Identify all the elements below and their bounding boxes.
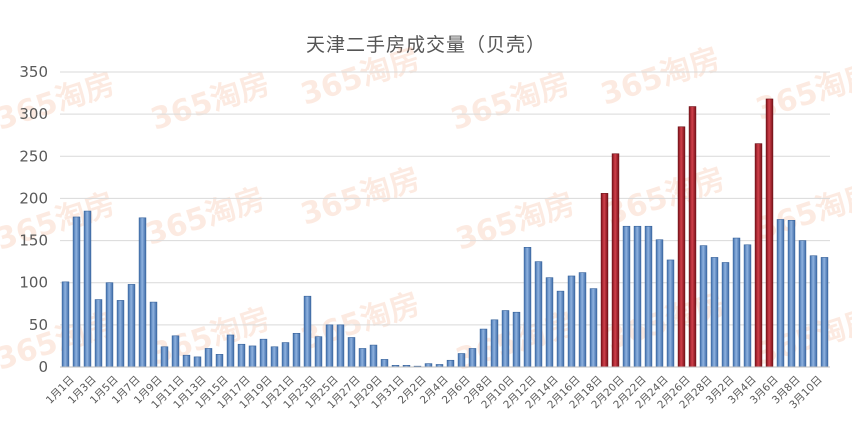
bar-highlight [611,153,620,368]
bar [171,335,180,368]
bar [149,301,158,368]
bar [710,257,719,368]
bar [699,245,708,368]
bar [534,261,543,368]
bar [622,225,631,368]
bar-highlight [677,126,686,368]
y-tick-label: 250 [19,147,48,165]
bar [666,259,675,368]
bar [479,328,488,368]
bar [61,281,70,368]
bar [567,275,576,368]
y-tick-label: 50 [29,316,48,334]
watermark-text: 365淘房 [0,186,119,257]
y-tick-label: 100 [19,274,48,292]
bar [259,338,268,368]
bar [589,288,598,368]
watermark-text: 365淘房 [602,286,729,357]
bar [446,359,455,368]
bar [787,220,796,368]
bar [490,319,499,368]
bar-highlight [754,143,763,368]
bar [732,237,741,368]
bar [809,255,818,368]
bar [820,257,829,368]
bar [721,262,730,368]
watermark-text: 365淘房 [452,186,579,257]
watermark-text: 365淘房 [602,161,729,232]
bar [556,290,565,368]
chart-title: 天津二手房成交量（贝壳） [305,34,546,56]
watermark-text: 365淘房 [597,41,724,112]
bar [182,354,191,368]
bar [468,348,477,368]
bar [116,300,125,368]
y-tick-label: 200 [19,189,48,207]
bar [512,311,521,368]
bar [655,239,664,368]
bar [237,343,246,368]
bar-highlight [688,106,697,368]
bar [83,210,92,368]
bar [523,247,532,368]
y-tick-label: 300 [19,105,48,123]
watermark-text: 365淘房 [0,66,119,137]
watermark-text: 365淘房 [142,181,269,252]
bar [270,346,279,368]
bar [292,332,301,368]
bar [798,240,807,368]
bar [644,225,653,368]
watermark-text: 365淘房 [297,161,424,232]
bar [424,363,433,368]
bar [380,359,389,368]
bar [72,216,81,368]
bar-highlight [600,193,609,368]
bar [743,244,752,368]
y-tick-label: 350 [19,63,48,81]
y-tick-label: 150 [19,232,48,250]
bar [501,310,510,368]
bar [248,345,257,368]
bar [127,284,136,368]
bar [776,219,785,368]
bar [226,334,235,368]
watermark-text: 365淘房 [297,41,424,112]
bar [94,299,103,368]
bar [325,324,334,368]
bar [545,277,554,368]
bar [457,353,466,368]
bar [336,324,345,368]
bar [193,356,202,368]
watermark-text: 365淘房 [147,66,274,137]
bar [303,295,312,368]
bar [215,354,224,368]
y-tick-label: 0 [38,358,48,376]
bar [160,346,169,368]
bar [314,336,323,368]
bar [281,342,290,368]
bar [105,282,114,368]
watermark-text: 365淘房 [447,66,574,137]
bar [358,348,367,368]
bar [578,272,587,368]
bar-highlight [765,98,774,368]
bar [204,348,213,368]
bar [347,337,356,368]
bar [138,217,147,368]
bar [633,225,642,368]
bar [369,344,378,368]
